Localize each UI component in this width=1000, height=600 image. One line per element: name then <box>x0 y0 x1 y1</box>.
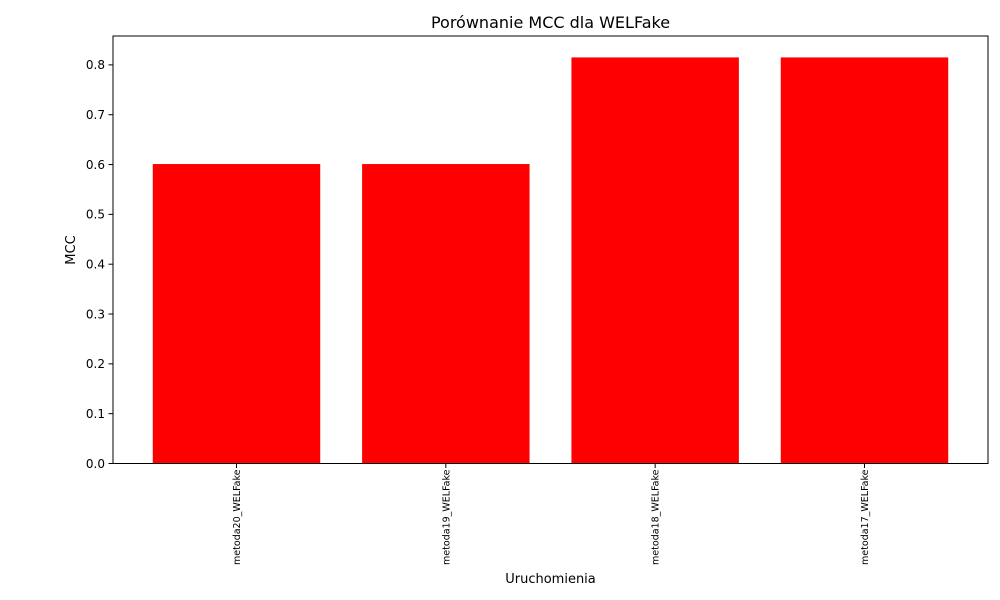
x-tick-label: metoda17_WELFake <box>860 469 871 565</box>
x-tick-label: metoda19_WELFake <box>441 469 452 565</box>
y-axis: 0.0 0.1 0.2 0.3 0.4 0.5 0.6 0.7 0.8 <box>86 58 113 471</box>
y-tick-label: 0.7 <box>86 108 105 122</box>
bar-metoda17_WELFake <box>780 57 949 464</box>
y-tick-label: 0.1 <box>86 407 105 421</box>
plot-area-frame <box>112 35 989 464</box>
y-axis-label: MCC <box>64 235 79 264</box>
y-tick-label: 0.2 <box>86 357 105 371</box>
y-tick-label: 0.6 <box>86 158 105 172</box>
y-tick-label: 0.3 <box>86 307 105 321</box>
y-tick-label: 0.4 <box>86 257 105 271</box>
bar-metoda19_WELFake <box>362 164 530 464</box>
bar-metoda18_WELFake <box>571 57 739 464</box>
y-tick-label: 0.5 <box>86 208 105 222</box>
bars-group <box>152 57 949 464</box>
x-tick-label: metoda18_WELFake <box>651 469 662 565</box>
x-axis-label: Uruchomienia <box>505 572 596 587</box>
y-tick-label: 0.8 <box>86 58 105 72</box>
bar-metoda20_WELFake <box>152 164 321 464</box>
x-tick-label: metoda20_WELFake <box>232 469 243 565</box>
chart-title: Porównanie MCC dla WELFake <box>431 13 670 32</box>
y-tick-label: 0.0 <box>86 457 105 471</box>
x-axis: metoda20_WELFake metoda19_WELFake metoda18… <box>232 463 871 565</box>
